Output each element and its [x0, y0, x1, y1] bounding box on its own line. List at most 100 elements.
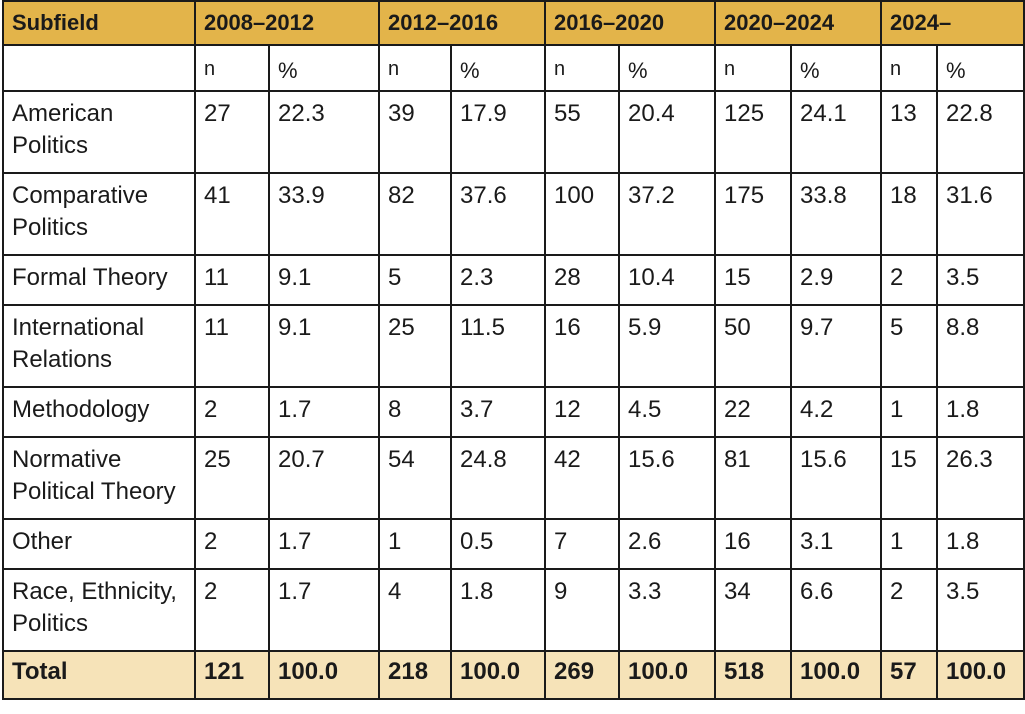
- count-cell: 1: [880, 386, 938, 438]
- subheader-n: n: [714, 44, 792, 92]
- count-cell: 54: [378, 436, 452, 520]
- subfield-label: International Relations: [2, 304, 196, 388]
- percent-cell: 1.8: [936, 386, 1025, 438]
- percent-cell: 15.6: [790, 436, 882, 520]
- subheader-percent: %: [936, 44, 1025, 92]
- total-cell: 100.0: [268, 650, 380, 700]
- table-row: International Relations 11 9.1 25 11.5 16 5.9 5…: [2, 304, 1025, 388]
- subheader-n: n: [194, 44, 270, 92]
- count-cell: 100: [544, 172, 620, 256]
- subfield-label: Race, Ethnicity, Politics: [2, 568, 196, 652]
- count-cell: 27: [194, 90, 270, 174]
- total-cell: 218: [378, 650, 452, 700]
- percent-cell: 11.5: [450, 304, 546, 388]
- header-period-2008-2012: 2008–2012: [194, 0, 380, 46]
- percent-cell: 3.5: [936, 254, 1025, 306]
- subfield-label: Methodology: [2, 386, 196, 438]
- count-cell: 34: [714, 568, 792, 652]
- percent-cell: 9.1: [268, 254, 380, 306]
- percent-cell: 2.6: [618, 518, 716, 570]
- total-row: Total 121 100.0 218 100.0 269 100.0 518 …: [2, 650, 1025, 700]
- percent-cell: 10.4: [618, 254, 716, 306]
- percent-cell: 2.9: [790, 254, 882, 306]
- count-cell: 12: [544, 386, 620, 438]
- table-row: American Politics 27 22.3 39 17.9 55 20.4 125 24…: [2, 90, 1025, 174]
- percent-cell: 9.1: [268, 304, 380, 388]
- percent-cell: 1.8: [936, 518, 1025, 570]
- subfield-label: Other: [2, 518, 196, 570]
- percent-cell: 20.4: [618, 90, 716, 174]
- subfield-table: Subfield 2008–2012 2012–2016 2016–2020 2…: [2, 0, 1025, 700]
- count-cell: 5: [378, 254, 452, 306]
- table-row: Race, Ethnicity, Politics 2 1.7 4 1.8 9 3.3 34 6…: [2, 568, 1025, 652]
- subheader-percent: %: [450, 44, 546, 92]
- count-cell: 16: [544, 304, 620, 388]
- subfield-label: Formal Theory: [2, 254, 196, 306]
- total-label: Total: [2, 650, 196, 700]
- count-cell: 22: [714, 386, 792, 438]
- count-cell: 15: [880, 436, 938, 520]
- subheader-percent: %: [790, 44, 882, 92]
- count-cell: 2: [880, 568, 938, 652]
- percent-cell: 1.7: [268, 386, 380, 438]
- table-body: American Politics 27 22.3 39 17.9 55 20.4 125 24…: [2, 90, 1025, 652]
- subheader-row: n % n % n % n % n %: [2, 44, 1025, 92]
- header-period-2016-2020: 2016–2020: [544, 0, 716, 46]
- subheader-percent: %: [268, 44, 380, 92]
- header-period-2024: 2024–: [880, 0, 1025, 46]
- count-cell: 125: [714, 90, 792, 174]
- count-cell: 18: [880, 172, 938, 256]
- percent-cell: 26.3: [936, 436, 1025, 520]
- percent-cell: 24.1: [790, 90, 882, 174]
- count-cell: 15: [714, 254, 792, 306]
- count-cell: 9: [544, 568, 620, 652]
- count-cell: 1: [880, 518, 938, 570]
- total-cell: 100.0: [618, 650, 716, 700]
- header-subfield: Subfield: [2, 0, 196, 46]
- percent-cell: 22.3: [268, 90, 380, 174]
- table-row: Formal Theory 11 9.1 5 2.3 28 10.4 15 2.9 2 3.5: [2, 254, 1025, 306]
- total-cell: 100.0: [450, 650, 546, 700]
- count-cell: 82: [378, 172, 452, 256]
- subheader-n: n: [544, 44, 620, 92]
- percent-cell: 24.8: [450, 436, 546, 520]
- percent-cell: 4.5: [618, 386, 716, 438]
- percent-cell: 17.9: [450, 90, 546, 174]
- percent-cell: 37.2: [618, 172, 716, 256]
- percent-cell: 2.3: [450, 254, 546, 306]
- count-cell: 7: [544, 518, 620, 570]
- table-row: Normative Political Theory 25 20.7 54 24.8 42…: [2, 436, 1025, 520]
- percent-cell: 1.8: [450, 568, 546, 652]
- percent-cell: 3.3: [618, 568, 716, 652]
- subheader-empty-cell: [2, 44, 196, 92]
- percent-cell: 1.7: [268, 568, 380, 652]
- total-cell: 121: [194, 650, 270, 700]
- count-cell: 4: [378, 568, 452, 652]
- total-cell: 100.0: [936, 650, 1025, 700]
- count-cell: 5: [880, 304, 938, 388]
- percent-cell: 8.8: [936, 304, 1025, 388]
- percent-cell: 20.7: [268, 436, 380, 520]
- subfield-label: American Politics: [2, 90, 196, 174]
- percent-cell: 22.8: [936, 90, 1025, 174]
- percent-cell: 1.7: [268, 518, 380, 570]
- count-cell: 16: [714, 518, 792, 570]
- header-period-2020-2024: 2020–2024: [714, 0, 882, 46]
- percent-cell: 4.2: [790, 386, 882, 438]
- percent-cell: 37.6: [450, 172, 546, 256]
- count-cell: 39: [378, 90, 452, 174]
- count-cell: 25: [378, 304, 452, 388]
- count-cell: 2: [194, 568, 270, 652]
- total-cell: 100.0: [790, 650, 882, 700]
- count-cell: 41: [194, 172, 270, 256]
- count-cell: 55: [544, 90, 620, 174]
- count-cell: 42: [544, 436, 620, 520]
- table-row: Other 2 1.7 1 0.5 7 2.6 16 3.1 1 1.8: [2, 518, 1025, 570]
- subfield-label: Comparative Politics: [2, 172, 196, 256]
- percent-cell: 5.9: [618, 304, 716, 388]
- total-cell: 269: [544, 650, 620, 700]
- count-cell: 8: [378, 386, 452, 438]
- count-cell: 11: [194, 304, 270, 388]
- count-cell: 175: [714, 172, 792, 256]
- percent-cell: 3.1: [790, 518, 882, 570]
